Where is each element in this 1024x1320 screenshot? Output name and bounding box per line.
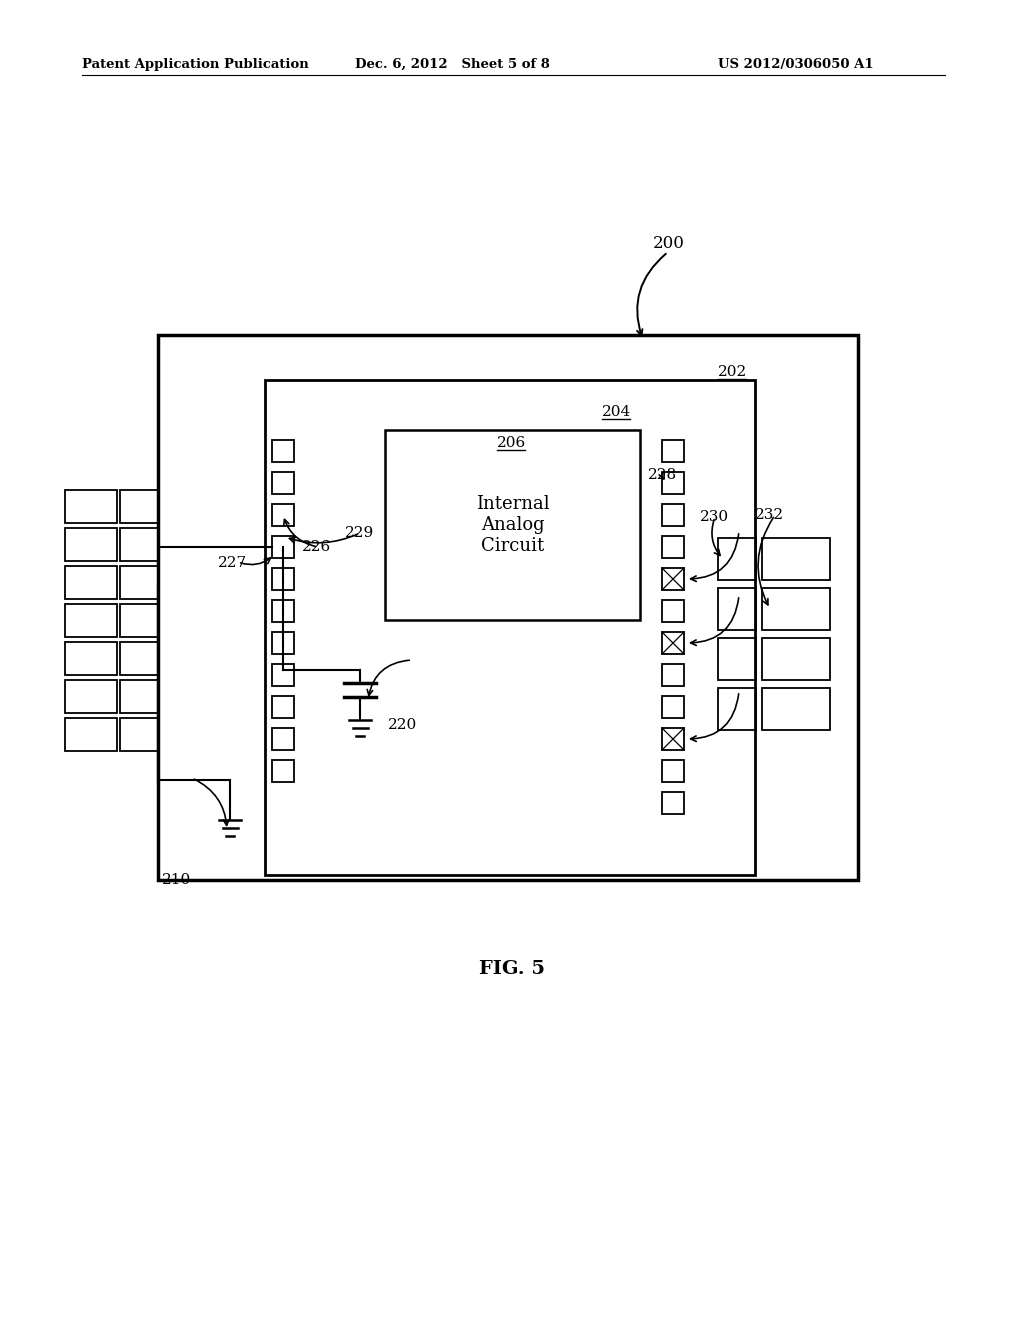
Text: 229: 229: [345, 525, 374, 540]
Bar: [762, 539, 830, 579]
Bar: [120, 680, 158, 713]
Bar: [65, 528, 117, 561]
Bar: [662, 696, 684, 718]
Bar: [120, 528, 158, 561]
Bar: [662, 568, 684, 590]
Text: 220: 220: [388, 718, 417, 733]
Text: 230: 230: [700, 510, 729, 524]
Bar: [662, 760, 684, 781]
Text: 232: 232: [755, 508, 784, 521]
Bar: [662, 473, 684, 494]
Text: 226: 226: [302, 540, 331, 554]
Bar: [718, 539, 756, 579]
Bar: [662, 792, 684, 814]
Bar: [272, 568, 294, 590]
Text: US 2012/0306050 A1: US 2012/0306050 A1: [718, 58, 873, 71]
Bar: [272, 440, 294, 462]
Bar: [762, 587, 830, 630]
Bar: [272, 729, 294, 750]
Bar: [762, 688, 830, 730]
Bar: [65, 490, 117, 523]
Text: 202: 202: [718, 366, 748, 379]
Bar: [65, 680, 117, 713]
Bar: [272, 696, 294, 718]
Text: 210: 210: [162, 873, 191, 887]
Bar: [385, 430, 640, 620]
Bar: [65, 642, 117, 675]
Bar: [65, 605, 117, 638]
Bar: [662, 504, 684, 525]
Bar: [272, 473, 294, 494]
Bar: [120, 605, 158, 638]
Bar: [718, 587, 756, 630]
Bar: [120, 490, 158, 523]
Bar: [662, 664, 684, 686]
Bar: [272, 504, 294, 525]
Bar: [662, 601, 684, 622]
Bar: [272, 632, 294, 653]
Text: Internal
Analog
Circuit: Internal Analog Circuit: [476, 495, 549, 554]
Bar: [662, 729, 684, 750]
Bar: [65, 718, 117, 751]
Bar: [762, 638, 830, 680]
Bar: [272, 760, 294, 781]
Bar: [120, 642, 158, 675]
Bar: [272, 601, 294, 622]
Bar: [158, 335, 858, 880]
Bar: [272, 536, 294, 558]
Bar: [120, 566, 158, 599]
Bar: [662, 440, 684, 462]
Text: FIG. 5: FIG. 5: [479, 960, 545, 978]
Text: 206: 206: [497, 436, 526, 450]
Text: 204: 204: [602, 405, 631, 418]
Text: 200: 200: [653, 235, 685, 252]
Text: Patent Application Publication: Patent Application Publication: [82, 58, 309, 71]
Bar: [718, 638, 756, 680]
Text: Dec. 6, 2012   Sheet 5 of 8: Dec. 6, 2012 Sheet 5 of 8: [355, 58, 550, 71]
Bar: [265, 380, 755, 875]
Text: 227: 227: [218, 556, 247, 570]
Text: 228: 228: [648, 469, 677, 482]
Bar: [662, 536, 684, 558]
Bar: [272, 664, 294, 686]
Bar: [662, 632, 684, 653]
Bar: [718, 688, 756, 730]
Bar: [65, 566, 117, 599]
Bar: [120, 718, 158, 751]
